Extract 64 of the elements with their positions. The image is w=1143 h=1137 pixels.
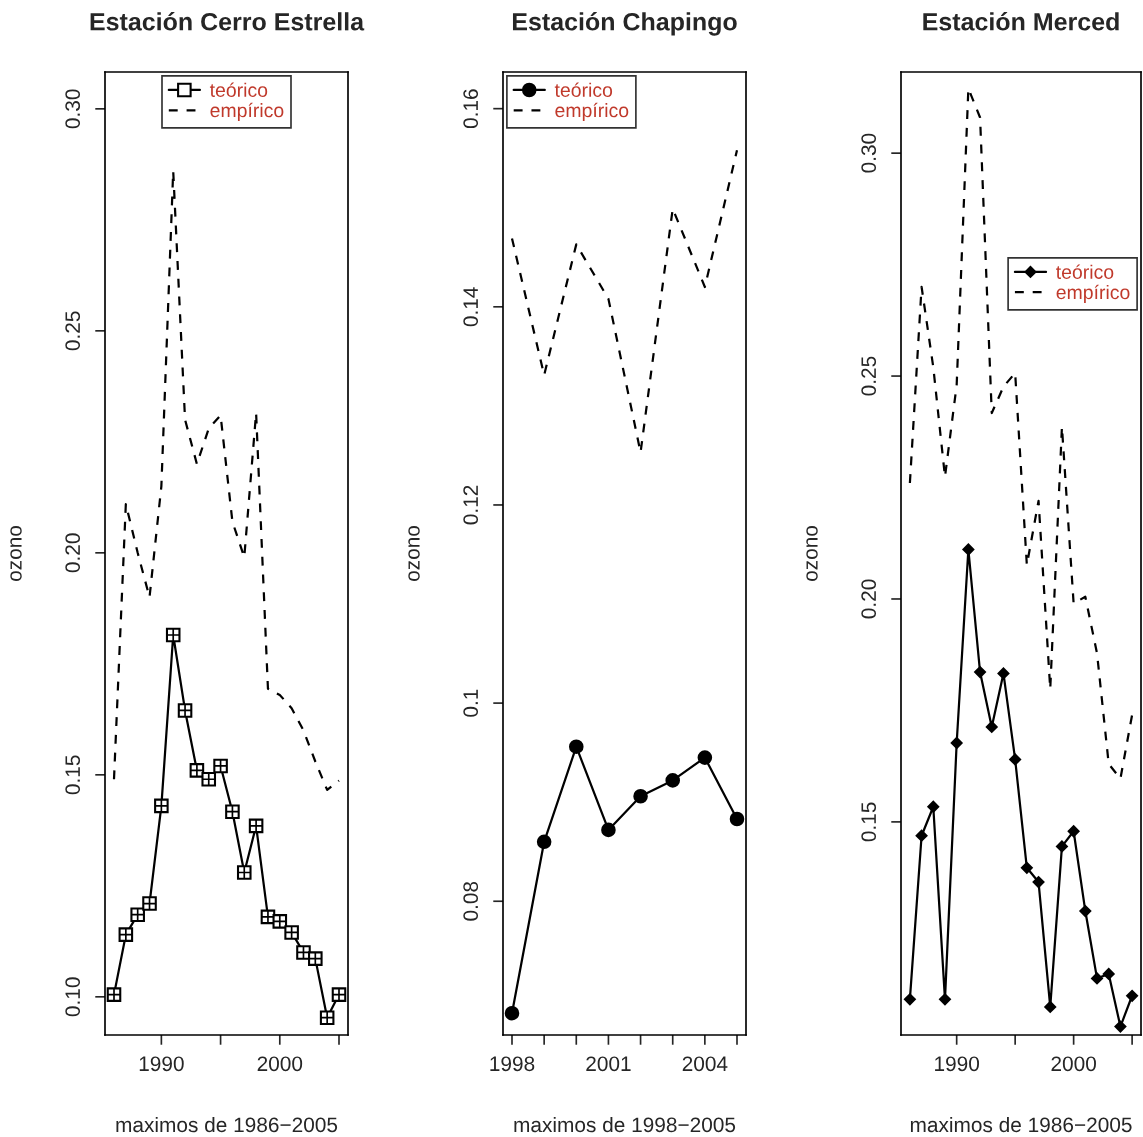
x-tick-label: 1990 <box>139 1056 184 1072</box>
y-tick-label: 0.25 <box>65 311 81 351</box>
point <box>962 543 975 556</box>
y-tick-label: 0.15 <box>861 802 877 842</box>
point <box>1055 840 1068 853</box>
y-axis-title: ozono <box>408 525 420 581</box>
point <box>1079 905 1092 918</box>
legend-label: teórico <box>554 82 613 97</box>
x-axis-title: maximos de 1986−2005 <box>910 1116 1132 1133</box>
legend-label: empírico <box>555 102 629 122</box>
y-tick-label: 0.15 <box>65 755 81 795</box>
y-tick-label: 0.30 <box>65 89 81 129</box>
point <box>536 834 552 850</box>
y-tick-label: 0.1 <box>463 689 479 717</box>
point <box>729 811 745 827</box>
y-tick-label: 0.20 <box>861 579 877 619</box>
point <box>504 1005 520 1021</box>
legend-label: empírico <box>1056 284 1130 304</box>
point <box>1114 1020 1127 1033</box>
point <box>915 829 928 842</box>
x-tick-label: 2004 <box>682 1056 728 1072</box>
point <box>1020 861 1033 874</box>
y-tick-label: 0.08 <box>463 881 479 921</box>
y-axis-title: ozono <box>10 525 22 581</box>
point <box>1044 1000 1057 1013</box>
x-axis-title: maximos de 1986−2005 <box>116 1116 338 1133</box>
x-tick-label: 2001 <box>586 1056 631 1072</box>
chart-title: Estación Merced <box>923 12 1119 31</box>
x-tick-label: 2000 <box>257 1056 303 1072</box>
point <box>985 720 998 733</box>
point <box>1126 989 1139 1002</box>
legend-label: teórico <box>1056 264 1114 279</box>
x-tick-label: 1998 <box>490 1056 535 1072</box>
point <box>1032 876 1045 889</box>
point <box>974 666 987 679</box>
y-tick-label: 0.10 <box>65 977 81 1017</box>
point <box>903 993 916 1006</box>
y-axis-title: ozono <box>806 525 818 581</box>
point <box>665 773 680 788</box>
point <box>1067 825 1080 838</box>
x-axis-title: maximos de 1998−2005 <box>514 1116 736 1133</box>
x-tick-label: 2000 <box>1051 1056 1096 1072</box>
point <box>569 739 584 754</box>
point <box>939 993 951 1006</box>
point <box>1009 753 1022 766</box>
y-tick-label: 0.12 <box>463 485 479 525</box>
line-series <box>112 169 341 792</box>
point <box>927 800 940 813</box>
y-tick-label: 0.14 <box>463 287 479 327</box>
y-tick-label: 0.20 <box>65 533 81 573</box>
y-tick-label: 0.30 <box>861 133 877 173</box>
y-tick-label: 0.16 <box>463 89 479 129</box>
chart-title: Estación Chapingo <box>512 12 737 36</box>
x-tick-label: 1990 <box>935 1056 980 1072</box>
point <box>633 788 648 804</box>
legend-label: teórico <box>209 82 268 97</box>
point <box>697 750 713 765</box>
chart-title: Estación Cerro Estrella <box>90 12 365 31</box>
point <box>950 737 963 749</box>
point <box>1102 967 1115 980</box>
point <box>601 822 616 838</box>
point <box>1091 972 1103 985</box>
legend-label: empírico <box>210 102 284 122</box>
y-tick-label: 0.25 <box>861 356 877 396</box>
